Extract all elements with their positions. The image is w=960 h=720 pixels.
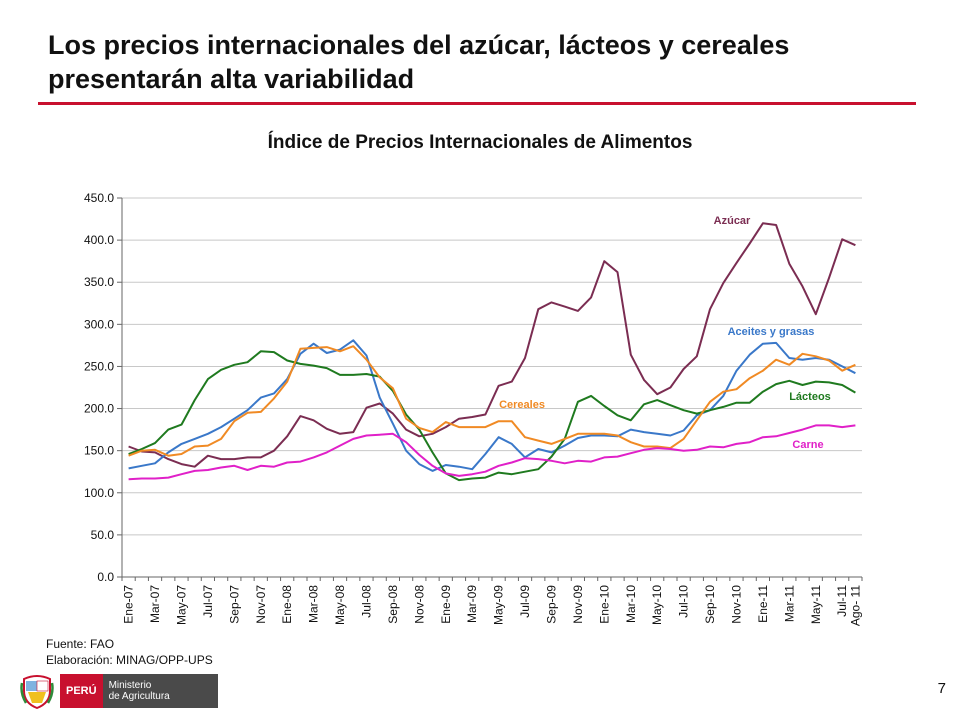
annotation-cereales: Cereales (499, 399, 545, 411)
x-tick-label: Ene-09 (439, 585, 453, 624)
x-tick-label: May-11 (809, 585, 823, 624)
x-tick-label: May-09 (492, 585, 506, 625)
x-tick-label: Jul-08 (359, 585, 373, 618)
coat-of-arms-icon (20, 673, 54, 710)
x-tick-label: Ene-10 (597, 585, 611, 624)
x-tick-label: May-07 (174, 585, 188, 625)
x-tick-label: Ago- 11 (848, 585, 862, 626)
title-divider (38, 102, 916, 105)
series-line-carne (128, 424, 856, 481)
x-tick-label: Mar-09 (465, 585, 479, 623)
y-tick-label: 150.0 (84, 444, 114, 458)
x-tick-label: May-10 (650, 585, 664, 625)
page-number: 7 (937, 680, 946, 697)
slide-title: Los precios internacionales del azúcar, … (48, 30, 790, 94)
x-tick-label: Nov-10 (729, 585, 743, 624)
logo-ministry-line1: Ministerio (108, 680, 152, 691)
x-tick-label: Jul-11 (835, 585, 849, 617)
logo-ministry-line2: de Agricultura (108, 691, 170, 702)
series-lines (128, 222, 856, 482)
y-tick-label: 450.0 (84, 191, 114, 205)
x-tick-label: Sep-09 (544, 585, 558, 624)
series-line-lacteos (128, 350, 856, 482)
elaboration-note: Elaboración: MINAG/OPP-UPS (46, 653, 213, 667)
x-tick-label: Ene-08 (280, 585, 294, 624)
gridlines (122, 197, 862, 536)
source-note: Fuente: FAO (46, 637, 115, 651)
y-tick-label: 200.0 (84, 402, 114, 416)
chart-notes: Fuente: FAO Elaboración: MINAG/OPP-UPS (46, 636, 213, 668)
annotation-carne: Carne (792, 439, 823, 451)
annotation-lacteos: Lácteos (789, 391, 831, 403)
x-tick-label: Mar-10 (624, 585, 638, 623)
x-tick-label: Nov-08 (412, 585, 426, 624)
x-tick-label: Mar-11 (782, 585, 796, 622)
x-tick-label: Jul-07 (201, 585, 215, 618)
y-tick-label: 350.0 (84, 275, 114, 289)
x-tick-label: Jul-10 (677, 585, 691, 618)
x-tick-label: Mar-08 (307, 585, 321, 623)
y-tick-label: 50.0 (91, 528, 115, 542)
y-tick-label: 300.0 (84, 317, 114, 331)
x-tick-label: Sep-10 (703, 585, 717, 624)
logo-ministry: Ministerio de Agricultura (102, 674, 218, 708)
x-tick-label: Sep-07 (227, 585, 241, 624)
x-tick-label: Ene-11 (756, 585, 770, 623)
x-tick-label: May-08 (333, 585, 347, 625)
x-tick-label: Jul-09 (518, 585, 532, 618)
series-line-cereales (128, 345, 856, 457)
x-tick-label: Mar-07 (148, 585, 162, 623)
y-tick-label: 400.0 (84, 233, 114, 247)
x-tick-label: Ene-07 (122, 585, 136, 624)
series-annotations: Azúcar Aceites y grasas Lácteos Cereales Car… (499, 215, 831, 451)
ministry-logo: PERÚ Ministerio de Agricultura (20, 672, 290, 710)
x-tick-label: Sep-08 (386, 585, 400, 624)
x-tick-label: Nov-07 (254, 585, 268, 624)
x-tick-label: Nov-09 (571, 585, 585, 624)
logo-country: PERÚ (60, 674, 103, 708)
series-line-aceites-y-grasas (128, 339, 856, 472)
annotation-aceites-y-grasas: Aceites y grasas (728, 326, 815, 338)
annotation-azucar: Azúcar (714, 215, 751, 227)
y-tick-label: 250.0 (84, 359, 114, 373)
chart-title: Índice de Precios Internacionales de Ali… (267, 132, 693, 153)
axes: 0.0 50.0 100.0 150.0 200.0 250.0 300.0 350.0 400… (84, 191, 863, 626)
y-tick-label: 0.0 (97, 570, 114, 584)
series-line-azucar (128, 222, 856, 468)
y-tick-label: 100.0 (84, 486, 114, 500)
